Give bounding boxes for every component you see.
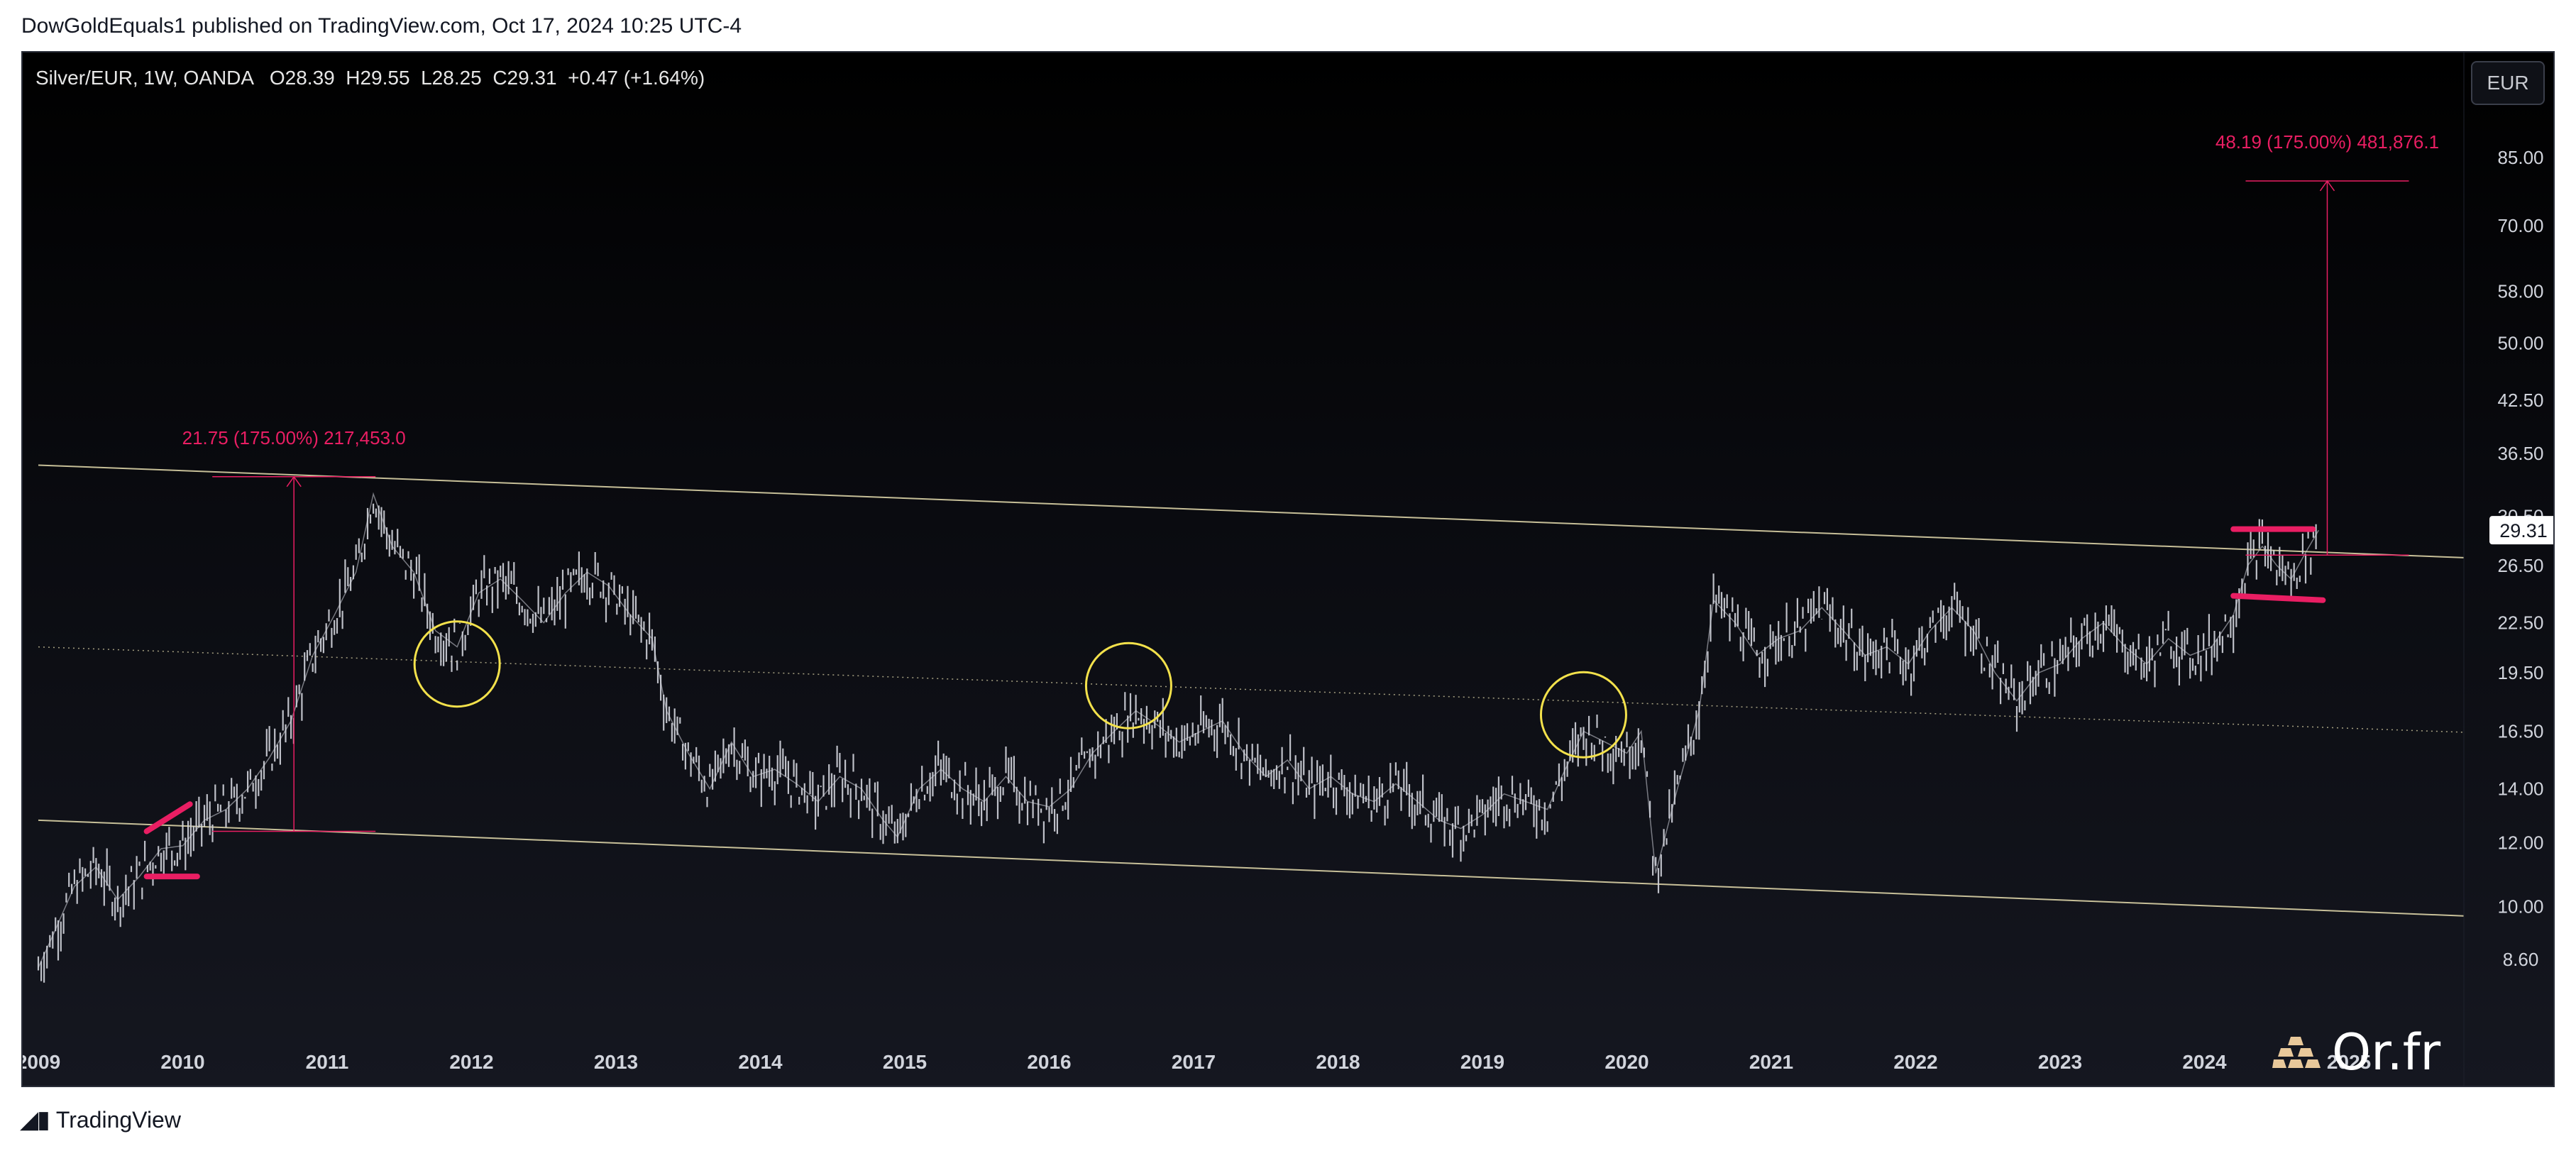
highlight-circle-1 (1084, 641, 1172, 729)
currency-button[interactable]: EUR (2471, 61, 2545, 105)
highlight-circle-0 (413, 620, 501, 708)
publisher-line: DowGoldEquals1 published on TradingView.… (21, 14, 742, 38)
y-tick-2: 58.00 (2497, 281, 2543, 302)
y-tick-11: 14.00 (2497, 778, 2543, 800)
y-tick-10: 16.50 (2497, 721, 2543, 742)
measure-arrow-1 (2319, 180, 2335, 192)
tradingview-logo[interactable]: ◢▮ TradingView (20, 1106, 181, 1134)
channel-line-2 (38, 819, 2465, 917)
weekly-bars (37, 503, 2317, 983)
measure-label-1: 48.19 (175.00%) 481,876.1 (2216, 131, 2439, 153)
x-tick-5: 2014 (738, 1051, 783, 1073)
tradingview-icon: ◢▮ (20, 1106, 50, 1133)
x-tick-1: 2010 (160, 1051, 204, 1073)
x-tick-10: 2019 (1460, 1051, 1504, 1073)
y-tick-12: 12.00 (2497, 832, 2543, 854)
last-price-badge (2489, 516, 2553, 545)
y-tick-0: 85.00 (2497, 147, 2543, 168)
y-tick-7: 26.50 (2497, 555, 2543, 576)
highlight-circle-2 (1539, 671, 1627, 759)
x-tick-0: 2009 (23, 1051, 60, 1073)
x-tick-11: 2020 (1605, 1051, 1648, 1073)
y-tick-3: 50.00 (2497, 333, 2543, 354)
orfr-watermark: Or.fr (2272, 1023, 2440, 1081)
x-tick-15: 2024 (2182, 1051, 2227, 1073)
channel-line-1 (38, 646, 2465, 733)
range-markers (143, 526, 2326, 880)
y-tick-14: 8.60 (2503, 949, 2539, 970)
highlight-circles (413, 620, 1627, 759)
ohlc-values: O28.39 H29.55 L28.25 C29.31 +0.47 (+1.64… (269, 67, 705, 89)
y-tick-13: 10.00 (2497, 896, 2543, 918)
measure-tools: 21.75 (175.00%) 217,453.0 48.19 (175.00%)… (182, 131, 2439, 832)
x-tick-16: 2025 (2327, 1051, 2371, 1073)
price-series (38, 492, 2319, 968)
measure-arrow-0 (286, 475, 302, 488)
x-tick-9: 2018 (1316, 1051, 1360, 1073)
x-tick-6: 2015 (883, 1051, 927, 1073)
y-tick-4: 42.50 (2497, 390, 2543, 411)
channel-line-0 (38, 464, 2465, 558)
time-axis: 2009 2010 2011 2012 2013 2014 2015 2016 2017 2018… (23, 53, 2465, 1086)
last-price-label: 29.31 (2499, 520, 2548, 541)
price-line (38, 492, 2319, 968)
y-tick-8: 22.50 (2497, 612, 2543, 634)
x-tick-2: 2011 (306, 1051, 349, 1073)
x-tick-8: 2017 (1172, 1051, 1216, 1073)
symbol-legend: Silver/EUR, 1W, OANDA O28.39 H29.55 L28.… (35, 67, 705, 89)
range-marker-1 (143, 801, 193, 835)
chart-panel[interactable]: 21.75 (175.00%) 217,453.0 48.19 (175.00%)… (21, 51, 2555, 1087)
y-tick-5: 36.50 (2497, 443, 2543, 464)
x-tick-14: 2023 (2038, 1051, 2082, 1073)
price-bars (37, 503, 2317, 983)
x-tick-12: 2021 (1749, 1051, 1793, 1073)
x-tick-3: 2012 (449, 1051, 493, 1073)
tradingview-label: TradingView (55, 1106, 181, 1133)
y-tick-9: 19.50 (2497, 662, 2543, 683)
channel-lines (38, 464, 2465, 917)
symbol-label: Silver/EUR, 1W, OANDA (35, 67, 253, 89)
measure-label-0: 21.75 (175.00%) 217,453.0 (182, 427, 406, 448)
gold-bars-icon (2272, 1037, 2321, 1068)
price-chart[interactable]: 21.75 (175.00%) 217,453.0 48.19 (175.00%)… (23, 53, 2553, 1086)
price-axis: 85.0070.0058.0050.0042.5036.5030.5026.50… (2489, 147, 2553, 970)
watermark-text: Or.fr (2332, 1023, 2441, 1081)
x-tick-13: 2022 (1893, 1051, 1937, 1073)
range-marker-3 (2230, 593, 2326, 603)
x-tick-4: 2013 (594, 1051, 638, 1073)
y-tick-1: 70.00 (2497, 215, 2543, 236)
x-tick-7: 2016 (1027, 1051, 1071, 1073)
